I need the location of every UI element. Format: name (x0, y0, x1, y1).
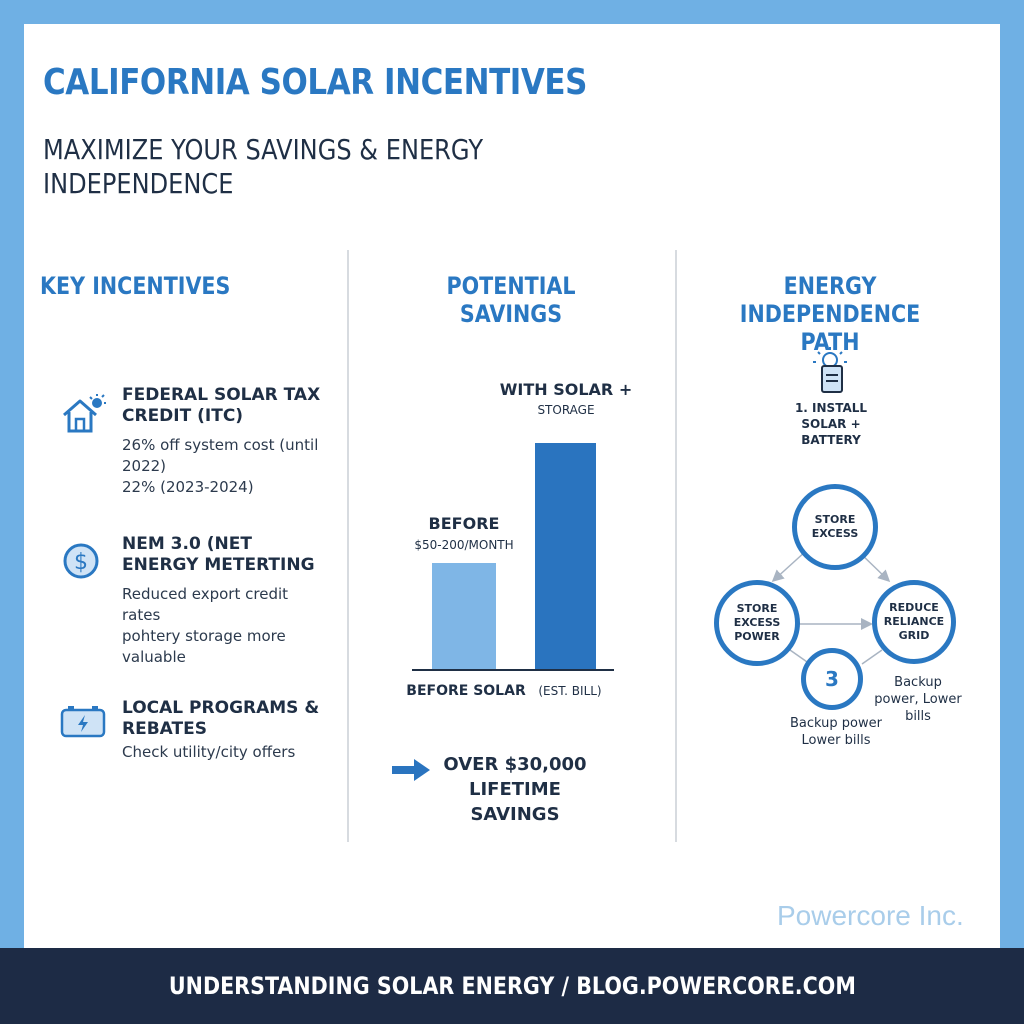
incentive-line: Check utility/city offers (122, 743, 296, 761)
column-divider (347, 250, 349, 842)
incentive-line: 26% off system cost (until 2022) (122, 436, 319, 475)
with-solar-label: WITH SOLAR + STORAGE (498, 380, 634, 420)
cycle-connectors (690, 470, 990, 704)
arrow-right-icon (392, 759, 430, 785)
node-label: STORE EXCESS (811, 513, 859, 540)
column-divider (675, 250, 677, 842)
incentive-item: FEDERAL SOLAR TAX CREDIT (ITC) 26% off s… (122, 385, 322, 498)
potential-savings-heading: POTENTIAL SAVINGS (446, 272, 576, 328)
with-solar-title: WITH SOLAR + (499, 380, 633, 399)
brand-watermark: Powercore Inc. (777, 900, 964, 931)
battery-icon (60, 704, 108, 742)
with-solar-bar (535, 443, 596, 669)
incentive-item: NEM 3.0 (NET ENERGY METERTING Reduced ex… (122, 534, 327, 668)
before-solar-bar (432, 563, 496, 669)
node-label: STORE EXCESS POWER (733, 602, 781, 643)
key-incentives-heading: KEY INCENTIVES (40, 272, 231, 300)
node-label: REDUCE RELIANCE GRID (883, 601, 945, 642)
backup-note-bottom: Backup power Lower bills (790, 716, 882, 748)
incentive-line: pohtery storage more valuable (122, 627, 286, 666)
svg-text:$: $ (74, 550, 88, 575)
node-store-excess: STORE EXCESS (792, 484, 878, 570)
page-subtitle: MAXIMIZE YOUR SAVINGS & ENERGY INDEPENDE… (43, 133, 484, 200)
x-label-before: BEFORE SOLAR (406, 683, 526, 699)
house-sun-icon (60, 393, 106, 439)
node-step-3: 3 (801, 648, 863, 710)
lifetime-savings-callout: OVER $30,000 LIFETIME SAVINGS (443, 754, 587, 825)
node-label: 3 (825, 667, 839, 691)
incentive-item: LOCAL PROGRAMS & REBATES Check utility/c… (122, 698, 342, 763)
node-store-excess-power: STORE EXCESS POWER (714, 580, 800, 666)
before-label: BEFORE (428, 514, 500, 533)
solar-battery-icon (808, 346, 854, 398)
step-install-label: 1. INSTALL SOLAR + BATTERY (794, 401, 868, 447)
chart-baseline (412, 669, 614, 671)
incentive-line: Reduced export credit rates (122, 585, 289, 624)
dollar-icon: $ (62, 542, 100, 584)
backup-note-right: Backup power, Lower bills (874, 675, 962, 724)
before-value: $50-200/MONTH (414, 538, 514, 552)
page-title: CALIFORNIA SOLAR INCENTIVES (43, 62, 587, 103)
footer-banner: UNDERSTANDING SOLAR ENERGY / BLOG.POWERC… (0, 948, 1024, 1024)
incentive-title: LOCAL PROGRAMS & REBATES (122, 698, 320, 739)
incentive-line: 22% (2023-2024) (122, 478, 254, 496)
x-label-with: (EST. BILL) (538, 684, 602, 698)
incentive-title: NEM 3.0 (NET ENERGY METERTING (122, 534, 315, 575)
node-reduce-reliance: REDUCE RELIANCE GRID (872, 580, 956, 664)
footer-text: UNDERSTANDING SOLAR ENERGY / BLOG.POWERC… (168, 972, 856, 1000)
energy-independence-heading: ENERGY INDEPENDENCE PATH (739, 272, 921, 356)
with-solar-subtitle: STORAGE (537, 403, 595, 417)
incentive-title: FEDERAL SOLAR TAX CREDIT (ITC) (122, 385, 321, 426)
